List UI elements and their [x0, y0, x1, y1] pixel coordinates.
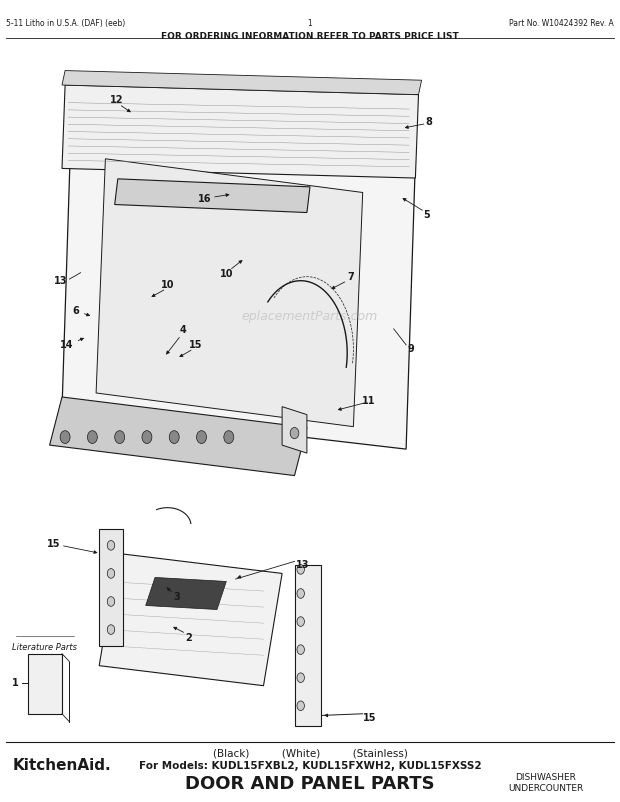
- Polygon shape: [28, 654, 62, 714]
- Text: DISHWASHER: DISHWASHER: [515, 773, 576, 782]
- Text: (Black)          (White)          (Stainless): (Black) (White) (Stainless): [213, 749, 407, 759]
- Circle shape: [142, 431, 152, 444]
- Polygon shape: [62, 85, 419, 178]
- Text: 13: 13: [296, 561, 310, 570]
- Circle shape: [297, 701, 304, 711]
- Polygon shape: [294, 565, 321, 726]
- Text: 10: 10: [161, 280, 174, 290]
- Circle shape: [297, 673, 304, 683]
- Circle shape: [107, 625, 115, 634]
- Text: 6: 6: [73, 306, 79, 316]
- Polygon shape: [62, 120, 415, 449]
- Polygon shape: [282, 407, 307, 453]
- Circle shape: [297, 565, 304, 574]
- Text: KitchenAid.: KitchenAid.: [12, 758, 111, 773]
- Circle shape: [297, 645, 304, 654]
- Circle shape: [169, 431, 179, 444]
- Circle shape: [87, 431, 97, 444]
- Circle shape: [115, 431, 125, 444]
- Circle shape: [224, 431, 234, 444]
- Circle shape: [297, 589, 304, 598]
- Text: 15: 15: [188, 340, 202, 350]
- Text: 12: 12: [110, 95, 123, 105]
- Circle shape: [107, 541, 115, 550]
- Text: Literature Parts: Literature Parts: [12, 643, 77, 652]
- Text: 10: 10: [219, 269, 233, 279]
- Text: 8: 8: [425, 117, 433, 127]
- Text: 7: 7: [347, 272, 353, 282]
- Text: 1: 1: [12, 678, 19, 688]
- Text: 3: 3: [174, 593, 180, 602]
- Text: UNDERCOUNTER: UNDERCOUNTER: [508, 784, 583, 793]
- Text: DOOR AND PANEL PARTS: DOOR AND PANEL PARTS: [185, 776, 435, 793]
- Circle shape: [297, 617, 304, 626]
- Polygon shape: [96, 159, 363, 427]
- Text: 1: 1: [308, 19, 312, 28]
- Text: eplacementParts.com: eplacementParts.com: [242, 310, 378, 323]
- Text: 14: 14: [60, 340, 73, 350]
- Polygon shape: [146, 577, 226, 610]
- Text: 11: 11: [362, 396, 376, 406]
- Polygon shape: [50, 397, 307, 476]
- Circle shape: [60, 431, 70, 444]
- Text: 15: 15: [363, 713, 376, 723]
- Text: Part No. W10424392 Rev. A: Part No. W10424392 Rev. A: [509, 19, 614, 28]
- Polygon shape: [62, 71, 422, 95]
- Circle shape: [107, 597, 115, 606]
- Text: 5: 5: [423, 210, 430, 220]
- Polygon shape: [99, 529, 123, 646]
- Text: 13: 13: [53, 276, 67, 286]
- Text: FOR ORDERING INFORMATION REFER TO PARTS PRICE LIST: FOR ORDERING INFORMATION REFER TO PARTS …: [161, 32, 459, 41]
- Text: 2: 2: [186, 633, 192, 642]
- Text: For Models: KUDL15FXBL2, KUDL15FXWH2, KUDL15FXSS2: For Models: KUDL15FXBL2, KUDL15FXWH2, KU…: [139, 761, 481, 771]
- Text: 5-11 Litho in U.S.A. (DAF) (eeb): 5-11 Litho in U.S.A. (DAF) (eeb): [6, 19, 125, 28]
- Circle shape: [107, 569, 115, 578]
- Circle shape: [290, 427, 299, 439]
- Text: 4: 4: [180, 326, 186, 335]
- Circle shape: [197, 431, 206, 444]
- Text: 15: 15: [46, 539, 60, 549]
- Text: 16: 16: [198, 194, 211, 204]
- Text: 9: 9: [407, 344, 414, 354]
- Polygon shape: [99, 553, 282, 686]
- Polygon shape: [115, 179, 310, 213]
